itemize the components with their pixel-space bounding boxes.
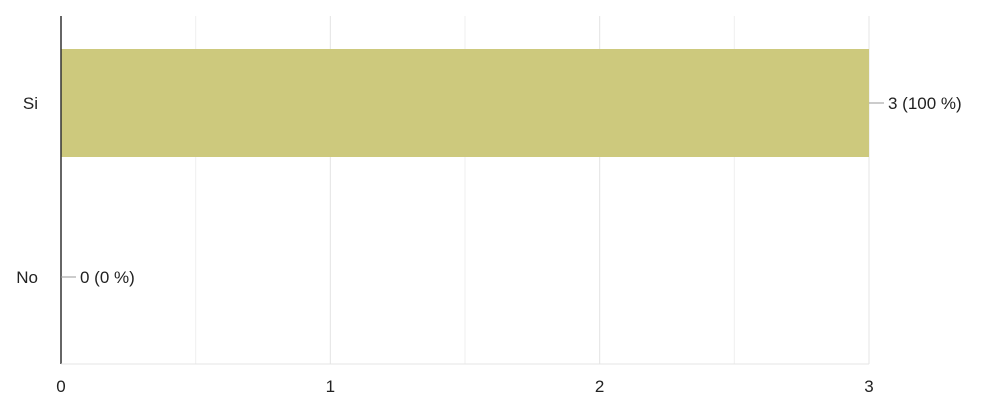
x-tick-label: 0	[56, 377, 65, 393]
x-tick-label: 3	[864, 377, 873, 393]
axes	[60, 16, 869, 365]
bars	[61, 49, 869, 157]
data-label: 0 (0 %)	[80, 268, 135, 287]
category-label: No	[16, 268, 38, 287]
x-tick-label: 1	[326, 377, 335, 393]
data-labels: 3 (100 %) 0 (0 %)	[61, 94, 962, 287]
data-label: 3 (100 %)	[888, 94, 962, 113]
category-labels: Si No	[16, 94, 38, 287]
category-label: Si	[23, 94, 38, 113]
bar-si	[61, 49, 869, 157]
x-tick-label: 2	[595, 377, 604, 393]
x-tick-labels: 0 1 2 3	[56, 377, 873, 393]
